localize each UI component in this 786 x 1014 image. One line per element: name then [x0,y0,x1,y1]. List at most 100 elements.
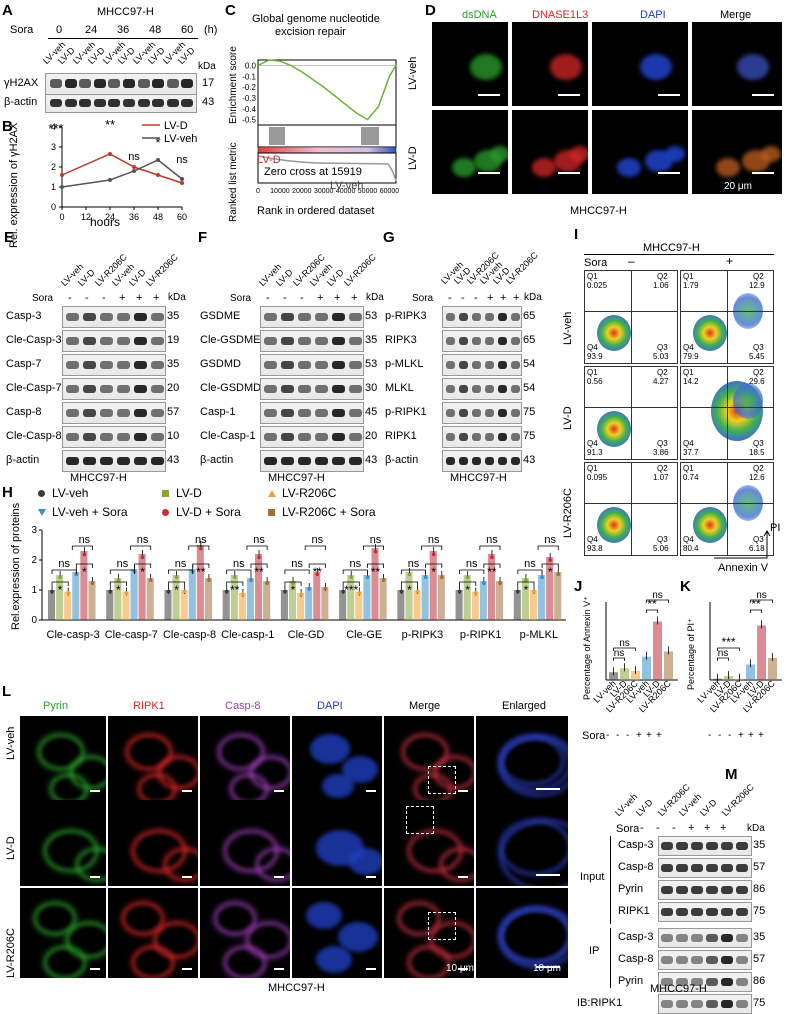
panel-b-ytick: 0 [51,202,56,212]
panel-h-legend-label: LV-R206C + Sora [282,505,376,519]
panel-e-row-label: Casp-7 [6,358,42,370]
panel-m-blot [658,950,752,970]
panel-c-xtick: 0 [256,188,260,195]
panel-h-sig-ns: ns [349,558,361,570]
panel-f-lane-label: LV-R206C [341,252,378,288]
panel-h-sig: * [58,583,63,597]
panel-a-row-actin: β-actin [4,96,38,108]
panel-i-q1-label: Q1 [683,368,694,377]
panel-i-q3-label: Q3 [657,439,668,448]
panel-h-legend-label: LV-R206C [282,486,337,500]
panel-c-xtick: 50000 [358,188,378,195]
panel-i-q3-label: Q3 [753,439,764,448]
panel-f-row-kda: 53 [365,310,378,322]
panel-h-bar [138,554,146,620]
panel-m-row-label: Casp-8 [618,953,654,965]
panel-i-q4: 91.3 [587,448,603,457]
panel-h-point [407,572,412,577]
panel-h-point [74,572,79,577]
panel-i-q3-label: Q3 [753,343,764,352]
panel-i-sora-label: Sora [584,257,608,269]
panel-i-q2: 1.07 [653,473,669,482]
panel-h-sig-ns: ns [466,558,478,570]
panel-h-bar [405,572,413,620]
panel-b-letter: B [2,118,13,135]
sig-label: ** [751,597,761,611]
bar [620,668,629,680]
panel-i-q1: 14.2 [683,377,699,386]
panel-h-sig-ns: ns [137,534,149,546]
panel-e-row-kda: 10 [167,430,180,442]
panel-c-ytick: -0.5 [242,116,256,125]
panel-i-q4-label: Q4 [683,439,694,448]
panel-h-point [415,589,420,594]
panel-c-ytick: 0.0 [245,61,257,70]
panel-h-bar [513,590,521,620]
panel-g-blot [442,402,522,424]
panel-a-kda-gh2ax: 17 [202,77,215,89]
panel-h-point [174,575,179,580]
panel-g-row-kda: 43 [523,454,536,466]
panel-h-bar [64,591,72,620]
panel-h-point [349,575,354,580]
panel-b-series-line [61,159,183,188]
panel-l-column-header: Enlarged [502,700,547,712]
panel-b-xlabel: hours [90,215,121,229]
panel-h-bar [471,591,479,620]
panel-h-sig: *** [344,583,358,597]
panel-g-sora-sign: - [474,292,478,304]
panel-h-ytick: 3 [31,525,37,536]
panel-m-row-kda: 57 [753,953,766,965]
panel-g-sora-sign: + [487,292,494,304]
panel-h-point [257,555,261,560]
panel-f-sora-sign: - [266,292,270,304]
panel-b-legend-item: LV-veh [164,133,197,145]
panel-l-column-header: Casp-8 [225,700,261,712]
panel-h-sig: ** [254,565,264,579]
panel-g-kda: kDa [524,292,542,303]
panel-h-category-label: Cle-GD [288,629,325,641]
panel-g-blot [442,354,522,376]
panel-i-q4: 79.9 [683,352,699,361]
panel-f-sora-label: Sora [230,293,252,304]
panel-i-q3-label: Q3 [657,535,668,544]
panel-h-point [299,592,303,597]
panel-i-q4-label: Q4 [683,343,694,352]
panel-i-q2-label: Q2 [753,272,764,281]
panel-i-q3-label: Q3 [657,343,668,352]
panel-f-row-label: Casp-1 [200,406,236,418]
panel-i-q2-label: Q2 [753,464,764,473]
panel-h-bar [529,590,538,620]
panel-h-legend-label: LV-veh [52,486,89,500]
panel-h-bar-chart: 0 1 2 3 Cle-casp-3 * ns * ns Cle-casp-7 * ns * ns Cle-… [31,525,566,641]
panel-i-q4: 93.8 [587,544,603,553]
panel-h-point [556,572,561,577]
panel-b-point [108,152,112,156]
panel-c-title-1: Global genome nucleotide [252,13,380,25]
panel-h-bar [246,578,255,620]
panel-h-sig-ns: ns [428,534,440,546]
panel-i-letter: I [574,226,579,243]
panel-m-row-label: Pyrin [618,883,644,895]
panel-c-xtick: 30000 [314,188,334,195]
panel-e-blot [62,426,166,448]
panel-d-col-dnase1l3: DNASE1L3 [532,9,589,21]
panel-h-legend-marker [268,509,275,516]
panel-b-ytick: 3 [51,142,56,152]
panel-i-xaxis: Annexin V [718,562,769,574]
panel-d-caption: MHCC97-H [570,205,627,217]
panel-b-point [60,173,64,177]
panel-b-sig-label: ns [176,154,188,166]
panel-e-row-label: Cle-Casp-3 [6,334,62,346]
panel-i-flow-plot: Q1 0.095 Q2 1.07 Q4 93.8 Q3 5.06 [584,462,678,556]
panel-i-flow-plot: Q1 0.56 Q2 4.27 Q4 91.3 Q3 3.86 [584,366,678,460]
panel-a-time-48: 48 [149,24,162,36]
panel-e-blot [62,330,166,352]
panel-m-sora-sign: + [704,822,711,834]
panel-e-row-kda: 20 [167,382,180,394]
panel-l-row-lvveh: LV-veh [5,726,17,760]
panel-g-row-kda: 54 [523,358,536,370]
panel-m-row-kda: 75 [753,905,766,917]
panel-h-sig-ns: ns [544,534,556,546]
panel-a-blot-actin [45,94,197,113]
